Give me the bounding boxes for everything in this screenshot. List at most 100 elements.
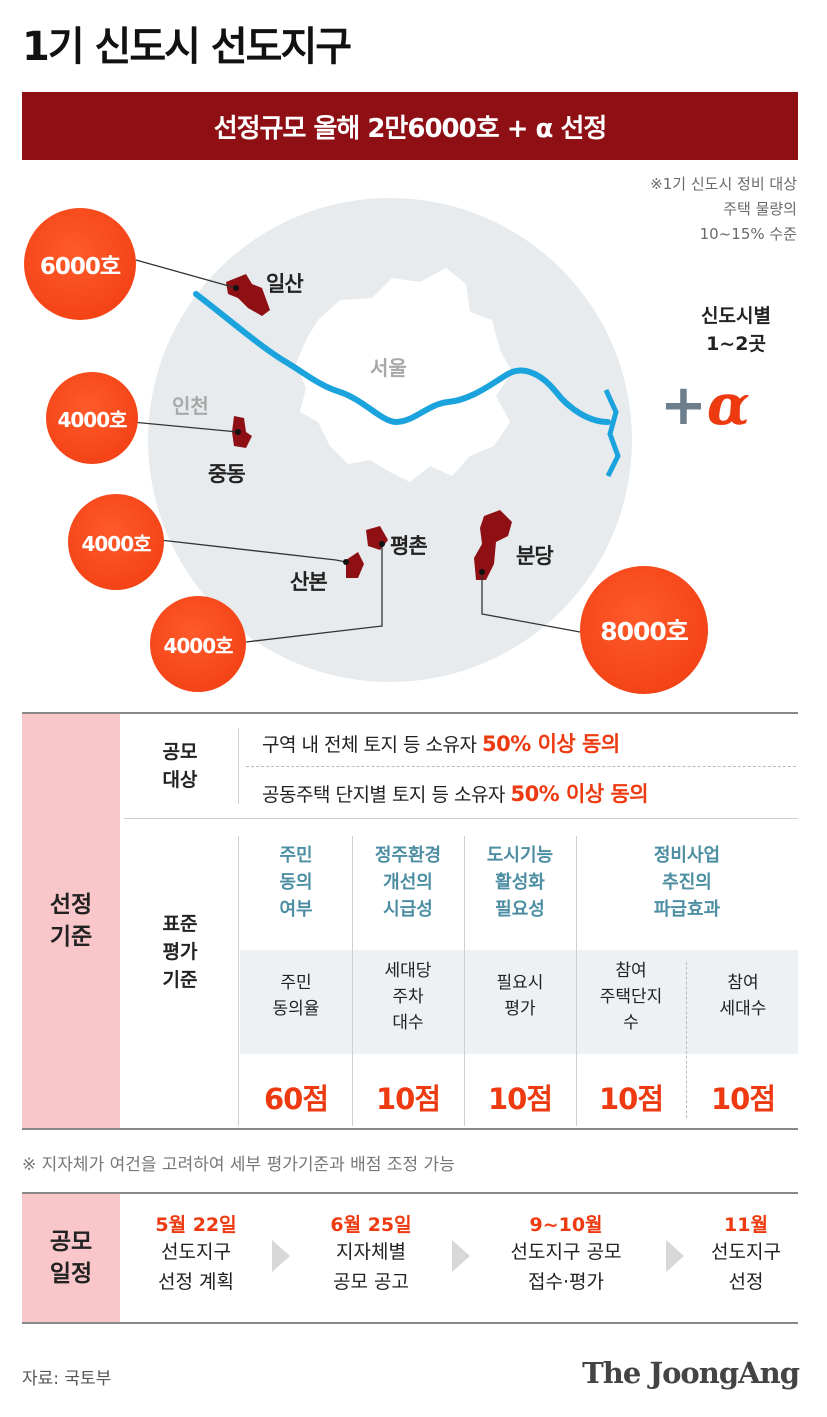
target-label: 공모 대상 (124, 738, 236, 794)
schedule-bottom-rule (22, 1322, 798, 1324)
plus-alpha: +α (660, 372, 750, 438)
bundang-district (474, 510, 512, 580)
step-text: 선정 (728, 1271, 764, 1293)
arrow-right-icon (272, 1240, 290, 1272)
footnote: ※ 지자체가 여건을 고려하여 세부 평가기준과 배점 조정 가능 (22, 1155, 455, 1175)
step-date: 5월 22일 (155, 1214, 237, 1236)
units-circle-bundang: 8000호 (580, 566, 708, 694)
criterion-line: 파급효과 (653, 899, 721, 920)
score: 10점 (375, 1082, 441, 1116)
step-date: 9~10월 (529, 1214, 603, 1236)
requirement-highlight: 50% 이상 동의 (510, 782, 649, 806)
sub-criteria-band (240, 950, 798, 1054)
sub-criterion: 세대당 주차 대수 (352, 958, 464, 1036)
column-separator (464, 836, 465, 1126)
requirement-highlight: 50% 이상 동의 (482, 732, 620, 756)
requirement-text: 구역 내 전체 토지 등 소유자 (262, 734, 483, 756)
note-line: 주택 물량의 (723, 200, 797, 218)
city-label-sanbon: 산본 (290, 570, 328, 594)
plus-note-line: 신도시별 (701, 305, 771, 327)
sub-criterion: 참여 주택단지 수 (576, 958, 686, 1036)
city-label-ilsan: 일산 (266, 272, 304, 296)
schedule-top-rule (22, 1192, 798, 1194)
han-river (193, 291, 611, 426)
schedule-step: 11월 선도지구 선정 (690, 1210, 802, 1297)
label-line: 공모 (49, 1229, 93, 1255)
section-top-rule (22, 712, 798, 714)
eval-label: 표준 평가 기준 (124, 910, 236, 994)
sub-line: 수 (623, 1013, 639, 1033)
label-line: 표준 (162, 913, 198, 935)
criterion-line: 필요성 (495, 899, 545, 920)
sub-column-separator (686, 962, 687, 1118)
units-circle-jungdong: 4000호 (46, 372, 138, 464)
criterion-living-environment: 정주환경 개선의 시급성 (352, 842, 464, 923)
criterion-ripple-effect: 정비사업 추진의 파급효과 (576, 842, 798, 923)
arrow-right-icon (452, 1240, 470, 1272)
city-label-jungdong: 중동 (208, 462, 246, 486)
seoul-shape (296, 268, 512, 482)
plus-sign: + (660, 373, 707, 438)
target-requirement: 공동주택 단지별 토지 등 소유자 50% 이상 동의 (262, 778, 649, 808)
leader-lines (131, 259, 581, 643)
sub-line: 세대당 (384, 961, 432, 981)
step-text: 선도지구 (711, 1241, 781, 1263)
step-text: 선도지구 공모 (510, 1241, 622, 1263)
section-bottom-rule (22, 1128, 798, 1130)
criterion-line: 도시기능 (486, 845, 554, 866)
jungdong-district (232, 416, 252, 448)
criteria-section-label: 선정 기준 (22, 714, 120, 1128)
label-line: 공모 (162, 741, 198, 763)
step-date: 6월 25일 (330, 1214, 412, 1236)
step-text: 접수·평가 (528, 1271, 604, 1293)
score: 10점 (487, 1082, 553, 1116)
score: 60점 (263, 1082, 329, 1116)
step-date: 11월 (724, 1214, 768, 1236)
criterion-line: 정비사업 (653, 845, 721, 866)
label-line: 평가 (162, 941, 198, 963)
target-requirement: 구역 내 전체 토지 등 소유자 50% 이상 동의 (262, 728, 620, 758)
criterion-line: 정주환경 (374, 845, 442, 866)
note-line: ※1기 신도시 정비 대상 (650, 175, 797, 193)
sub-criterion: 주민 동의율 (240, 970, 352, 1022)
sub-line: 주차 (392, 987, 424, 1007)
plus-note: 신도시별 1~2곳 (676, 302, 796, 358)
city-dots (233, 285, 485, 575)
sub-line: 참여 (615, 961, 647, 981)
river-branch (603, 388, 621, 478)
sub-line: 주민 (280, 973, 312, 993)
sub-criterion: 참여 세대수 (688, 970, 798, 1022)
target-separator (238, 728, 239, 804)
criterion-line: 개선의 (383, 872, 433, 893)
criterion-line: 활성화 (495, 872, 545, 893)
sanbon-district (346, 552, 364, 578)
label-line: 대상 (162, 769, 198, 791)
region-map (131, 198, 632, 682)
step-text: 지자체별 (336, 1241, 406, 1263)
headline-banner: 선정규모 올해 2만6000호 + α 선정 (22, 92, 798, 160)
sub-line: 주택단지 (599, 987, 663, 1007)
score: 10점 (710, 1082, 776, 1116)
column-separator (576, 836, 577, 1126)
city-label-bundang: 분당 (516, 544, 554, 568)
seoul-label: 서울 (370, 356, 407, 380)
plus-note-line: 1~2곳 (706, 333, 766, 355)
requirement-text: 공동주택 단지별 토지 등 소유자 (262, 784, 511, 806)
ilsan-district (226, 274, 270, 316)
criterion-resident-consent: 주민 동의 여부 (240, 842, 352, 923)
page-title: 1기 신도시 선도지구 (22, 24, 352, 70)
sub-line: 동의율 (272, 999, 320, 1019)
criterion-line: 시급성 (383, 899, 433, 920)
label-line: 선정 (49, 892, 93, 918)
step-text: 선정 계획 (158, 1271, 234, 1293)
criterion-line: 추진의 (662, 872, 712, 893)
dashed-divider (246, 766, 796, 767)
schedule-step: 6월 25일 지자체별 공모 공고 (296, 1210, 446, 1297)
sub-line: 대수 (392, 1013, 424, 1033)
label-line: 일정 (49, 1261, 93, 1287)
sub-line: 세대수 (719, 999, 767, 1019)
sub-line: 참여 (727, 973, 759, 993)
label-line: 기준 (162, 969, 198, 991)
units-circle-sanbon: 4000호 (68, 494, 164, 590)
